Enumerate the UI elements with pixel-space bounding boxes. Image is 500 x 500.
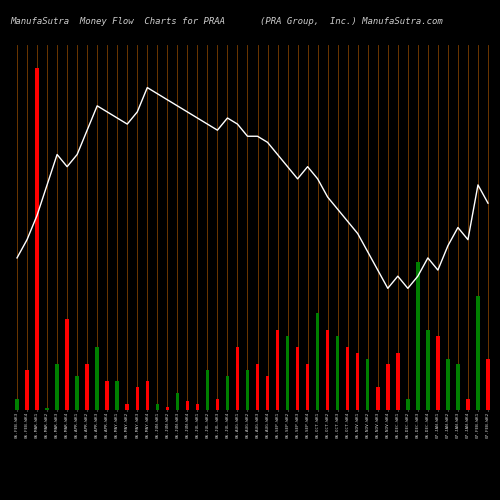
- Bar: [456, 364, 460, 410]
- Bar: [116, 382, 119, 410]
- Bar: [106, 382, 109, 410]
- Bar: [136, 387, 139, 410]
- Bar: [386, 364, 390, 410]
- Bar: [166, 406, 169, 410]
- Bar: [286, 336, 290, 410]
- Bar: [46, 408, 49, 410]
- Bar: [326, 330, 330, 410]
- Bar: [76, 376, 79, 410]
- Bar: [306, 364, 310, 410]
- Bar: [466, 398, 469, 410]
- Bar: [346, 348, 350, 410]
- Bar: [316, 313, 320, 410]
- Bar: [216, 398, 219, 410]
- Bar: [26, 370, 29, 410]
- Bar: [186, 401, 189, 410]
- Bar: [266, 376, 270, 410]
- Bar: [56, 364, 59, 410]
- Bar: [176, 393, 179, 410]
- Text: (PRA Group,  Inc.) ManufaSutra.com: (PRA Group, Inc.) ManufaSutra.com: [260, 18, 443, 26]
- Bar: [96, 348, 99, 410]
- Bar: [66, 319, 69, 410]
- Bar: [336, 336, 340, 410]
- Bar: [446, 358, 450, 410]
- Bar: [256, 364, 260, 410]
- Bar: [36, 68, 39, 410]
- Bar: [366, 358, 370, 410]
- Bar: [476, 296, 480, 410]
- Bar: [126, 404, 129, 410]
- Bar: [146, 382, 149, 410]
- Bar: [416, 262, 420, 410]
- Bar: [406, 398, 409, 410]
- Bar: [196, 404, 199, 410]
- Bar: [356, 353, 360, 410]
- Bar: [436, 336, 440, 410]
- Bar: [486, 358, 490, 410]
- Bar: [426, 330, 430, 410]
- Bar: [376, 387, 380, 410]
- Bar: [16, 398, 19, 410]
- Bar: [396, 353, 400, 410]
- Bar: [86, 364, 89, 410]
- Bar: [276, 330, 280, 410]
- Bar: [296, 348, 300, 410]
- Bar: [236, 348, 239, 410]
- Bar: [206, 370, 209, 410]
- Text: ManufaSutra  Money Flow  Charts for PRAA: ManufaSutra Money Flow Charts for PRAA: [10, 18, 225, 26]
- Bar: [246, 370, 249, 410]
- Bar: [156, 404, 159, 410]
- Bar: [226, 376, 229, 410]
